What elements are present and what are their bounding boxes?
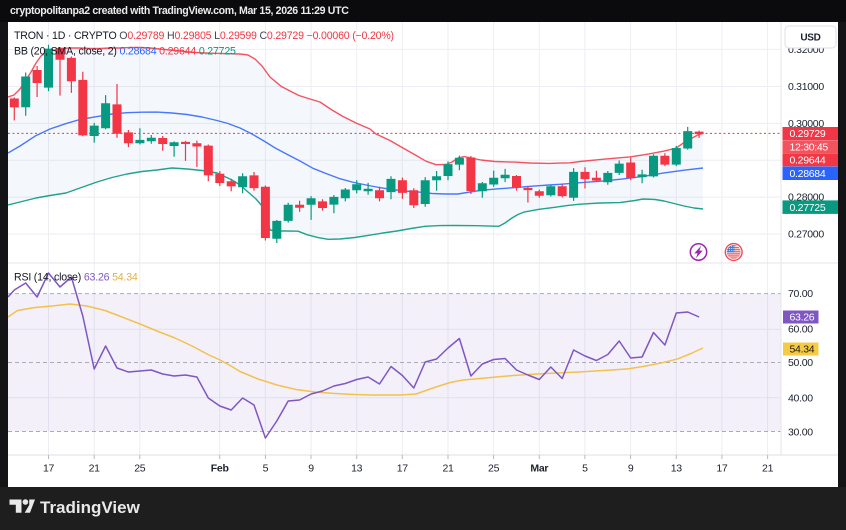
- svg-text:12:30:45: 12:30:45: [790, 141, 829, 153]
- svg-text:25: 25: [488, 463, 500, 475]
- svg-text:13: 13: [671, 463, 683, 475]
- svg-text:40.00: 40.00: [788, 392, 813, 404]
- svg-text:0.29644: 0.29644: [790, 155, 826, 167]
- svg-text:21: 21: [442, 463, 454, 475]
- svg-text:50.00: 50.00: [788, 357, 813, 369]
- svg-text:0.28684: 0.28684: [790, 168, 826, 180]
- svg-text:5: 5: [582, 463, 588, 475]
- svg-text:Feb: Feb: [211, 463, 229, 475]
- svg-text:17: 17: [716, 463, 728, 475]
- svg-text:30.00: 30.00: [788, 426, 813, 438]
- svg-text:17: 17: [43, 463, 55, 475]
- svg-text:RSI (14, close) 63.26 54.34: RSI (14, close) 63.26 54.34: [14, 272, 138, 284]
- svg-text:13: 13: [351, 463, 363, 475]
- svg-text:5: 5: [263, 463, 269, 475]
- svg-text:Mar: Mar: [530, 463, 548, 475]
- svg-text:17: 17: [397, 463, 409, 475]
- svg-text:25: 25: [134, 463, 146, 475]
- svg-text:TRON · 1D · CRYPTO O0.29789 H0: TRON · 1D · CRYPTO O0.29789 H0.29805 L0.…: [14, 30, 394, 42]
- svg-text:0.30000: 0.30000: [788, 118, 824, 130]
- svg-text:70.00: 70.00: [788, 288, 813, 300]
- svg-text:54.34: 54.34: [790, 344, 815, 356]
- svg-text:0.29729: 0.29729: [790, 128, 826, 140]
- svg-text:0.31000: 0.31000: [788, 81, 824, 93]
- svg-text:21: 21: [762, 463, 774, 475]
- svg-text:60.00: 60.00: [788, 324, 813, 336]
- svg-text:21: 21: [89, 463, 101, 475]
- svg-text:63.26: 63.26: [790, 312, 815, 324]
- svg-text:USD: USD: [800, 33, 820, 44]
- svg-text:0.27000: 0.27000: [788, 229, 824, 241]
- svg-text:9: 9: [308, 463, 314, 475]
- svg-text:9: 9: [628, 463, 634, 475]
- svg-text:BB (20, SMA, close, 2) 0.28684: BB (20, SMA, close, 2) 0.28684 0.29644 0…: [14, 46, 236, 58]
- svg-text:0.27725: 0.27725: [790, 202, 826, 214]
